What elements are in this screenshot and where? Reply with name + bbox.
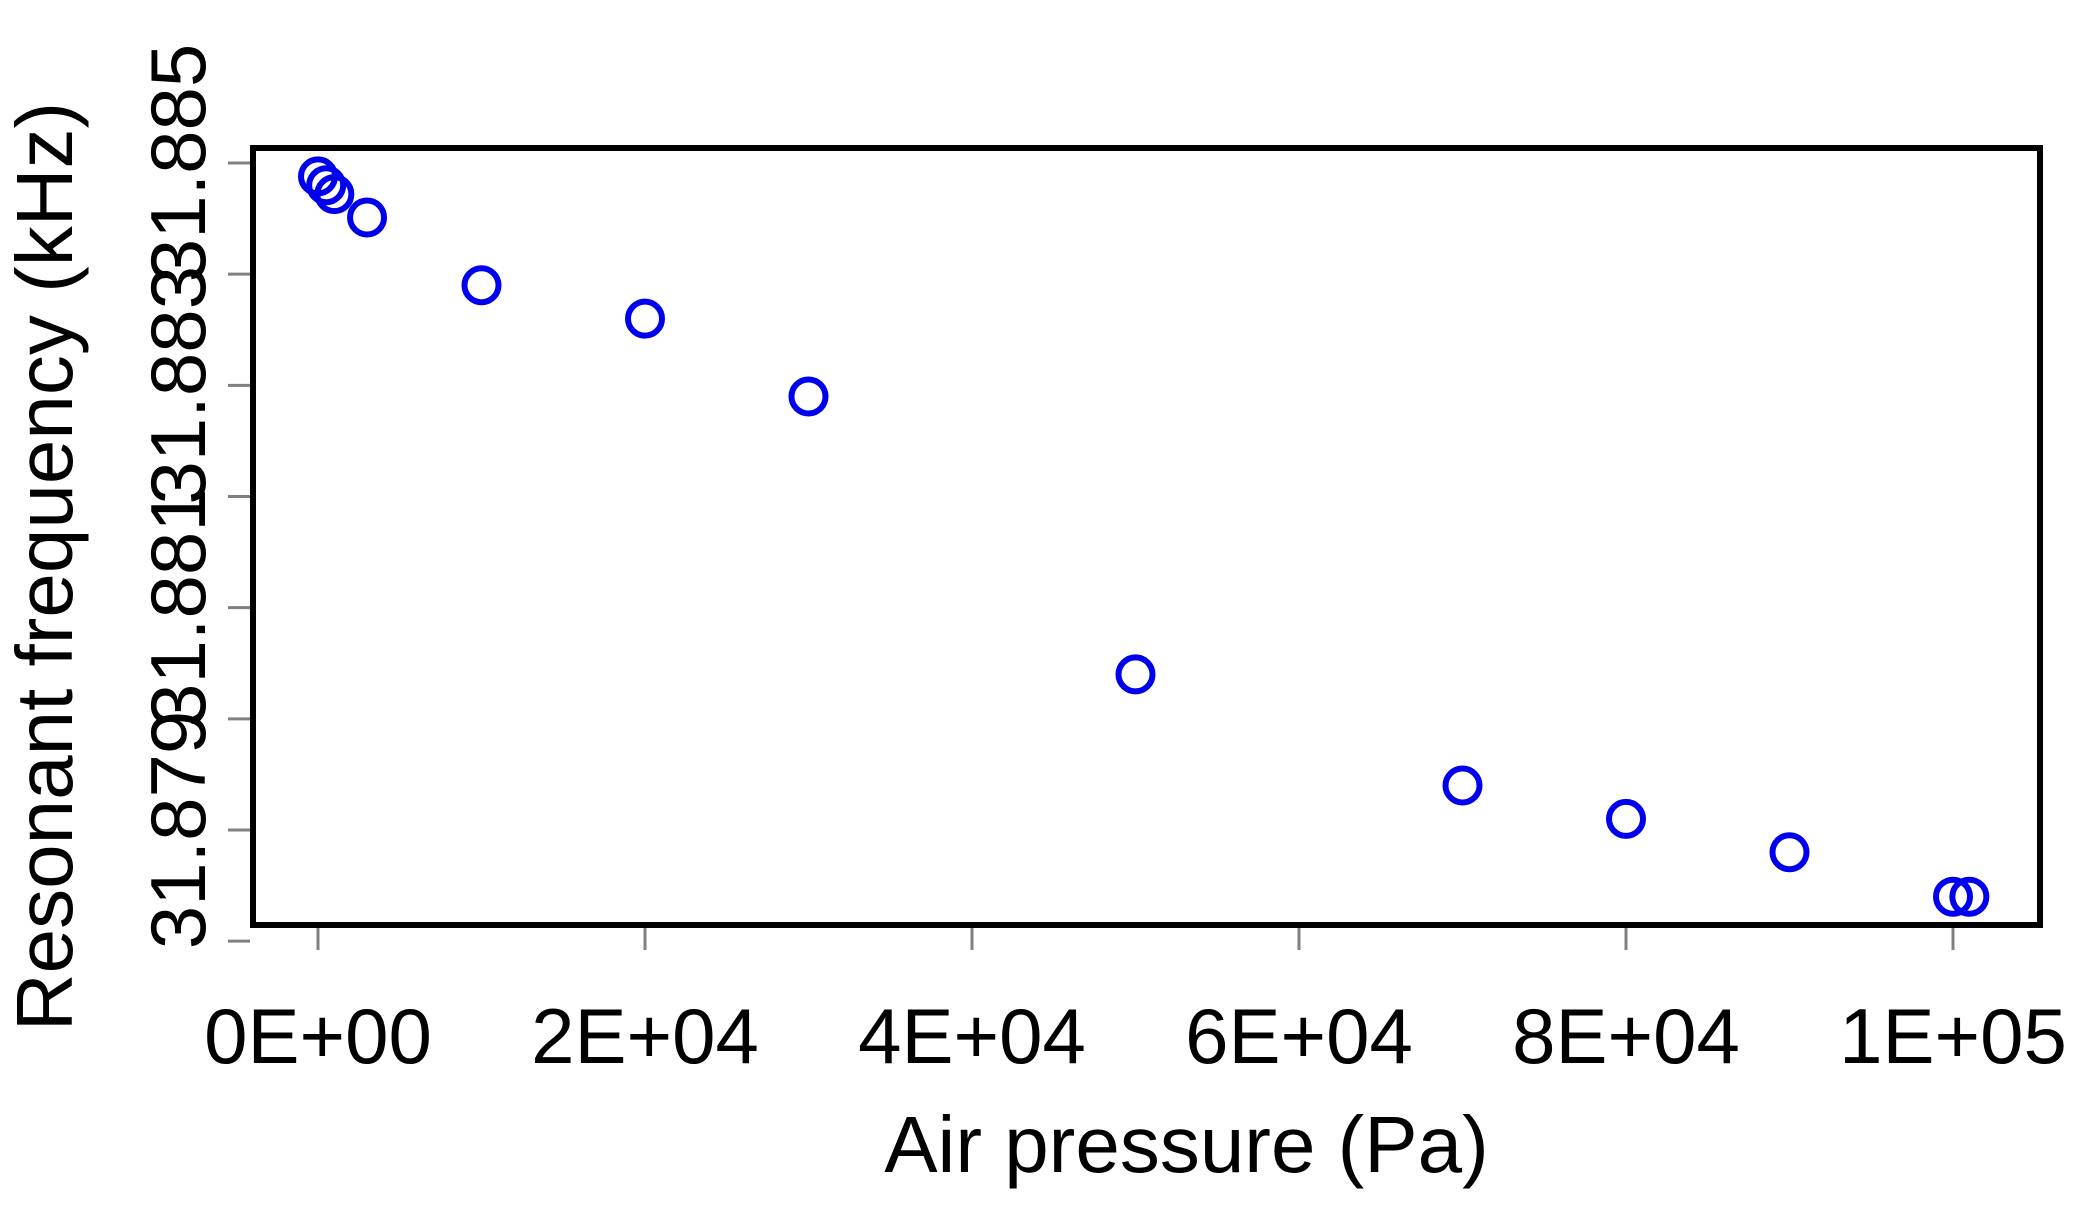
x-axis-title: Air pressure (Pa) xyxy=(884,1100,1489,1189)
data-point xyxy=(625,298,665,339)
data-point xyxy=(1606,798,1646,839)
data-point xyxy=(347,197,388,238)
y-axis-title: Resonant frequency (kHz) xyxy=(0,102,89,1031)
data-point xyxy=(1949,876,1990,917)
x-tick-label: 6E+04 xyxy=(1185,992,1413,1080)
y-tick-label: 31.885 xyxy=(134,44,222,283)
data-point xyxy=(1769,832,1810,873)
x-tick-label: 0E+00 xyxy=(204,992,432,1080)
y-tick-label: 31.883 xyxy=(134,266,222,505)
data-point xyxy=(788,376,829,417)
x-tick-label: 4E+04 xyxy=(858,992,1086,1080)
plot-frame xyxy=(250,145,2043,928)
x-axis: 0E+00 2E+04 4E+04 6E+04 8E+04 1E+05 xyxy=(204,928,2067,1080)
x-tick-label: 8E+04 xyxy=(1512,992,1740,1080)
x-tick-label: 1E+05 xyxy=(1839,992,2067,1080)
y-tick-label: 31.881 xyxy=(134,488,222,727)
data-points xyxy=(298,156,1990,917)
data-point xyxy=(1442,765,1483,806)
y-tick-label: 31.879 xyxy=(134,711,222,950)
data-point xyxy=(461,265,502,306)
data-point xyxy=(306,165,347,206)
data-point xyxy=(314,174,355,215)
data-point xyxy=(1115,654,1156,695)
data-point xyxy=(1933,876,1973,917)
x-tick-label: 2E+04 xyxy=(531,992,759,1080)
